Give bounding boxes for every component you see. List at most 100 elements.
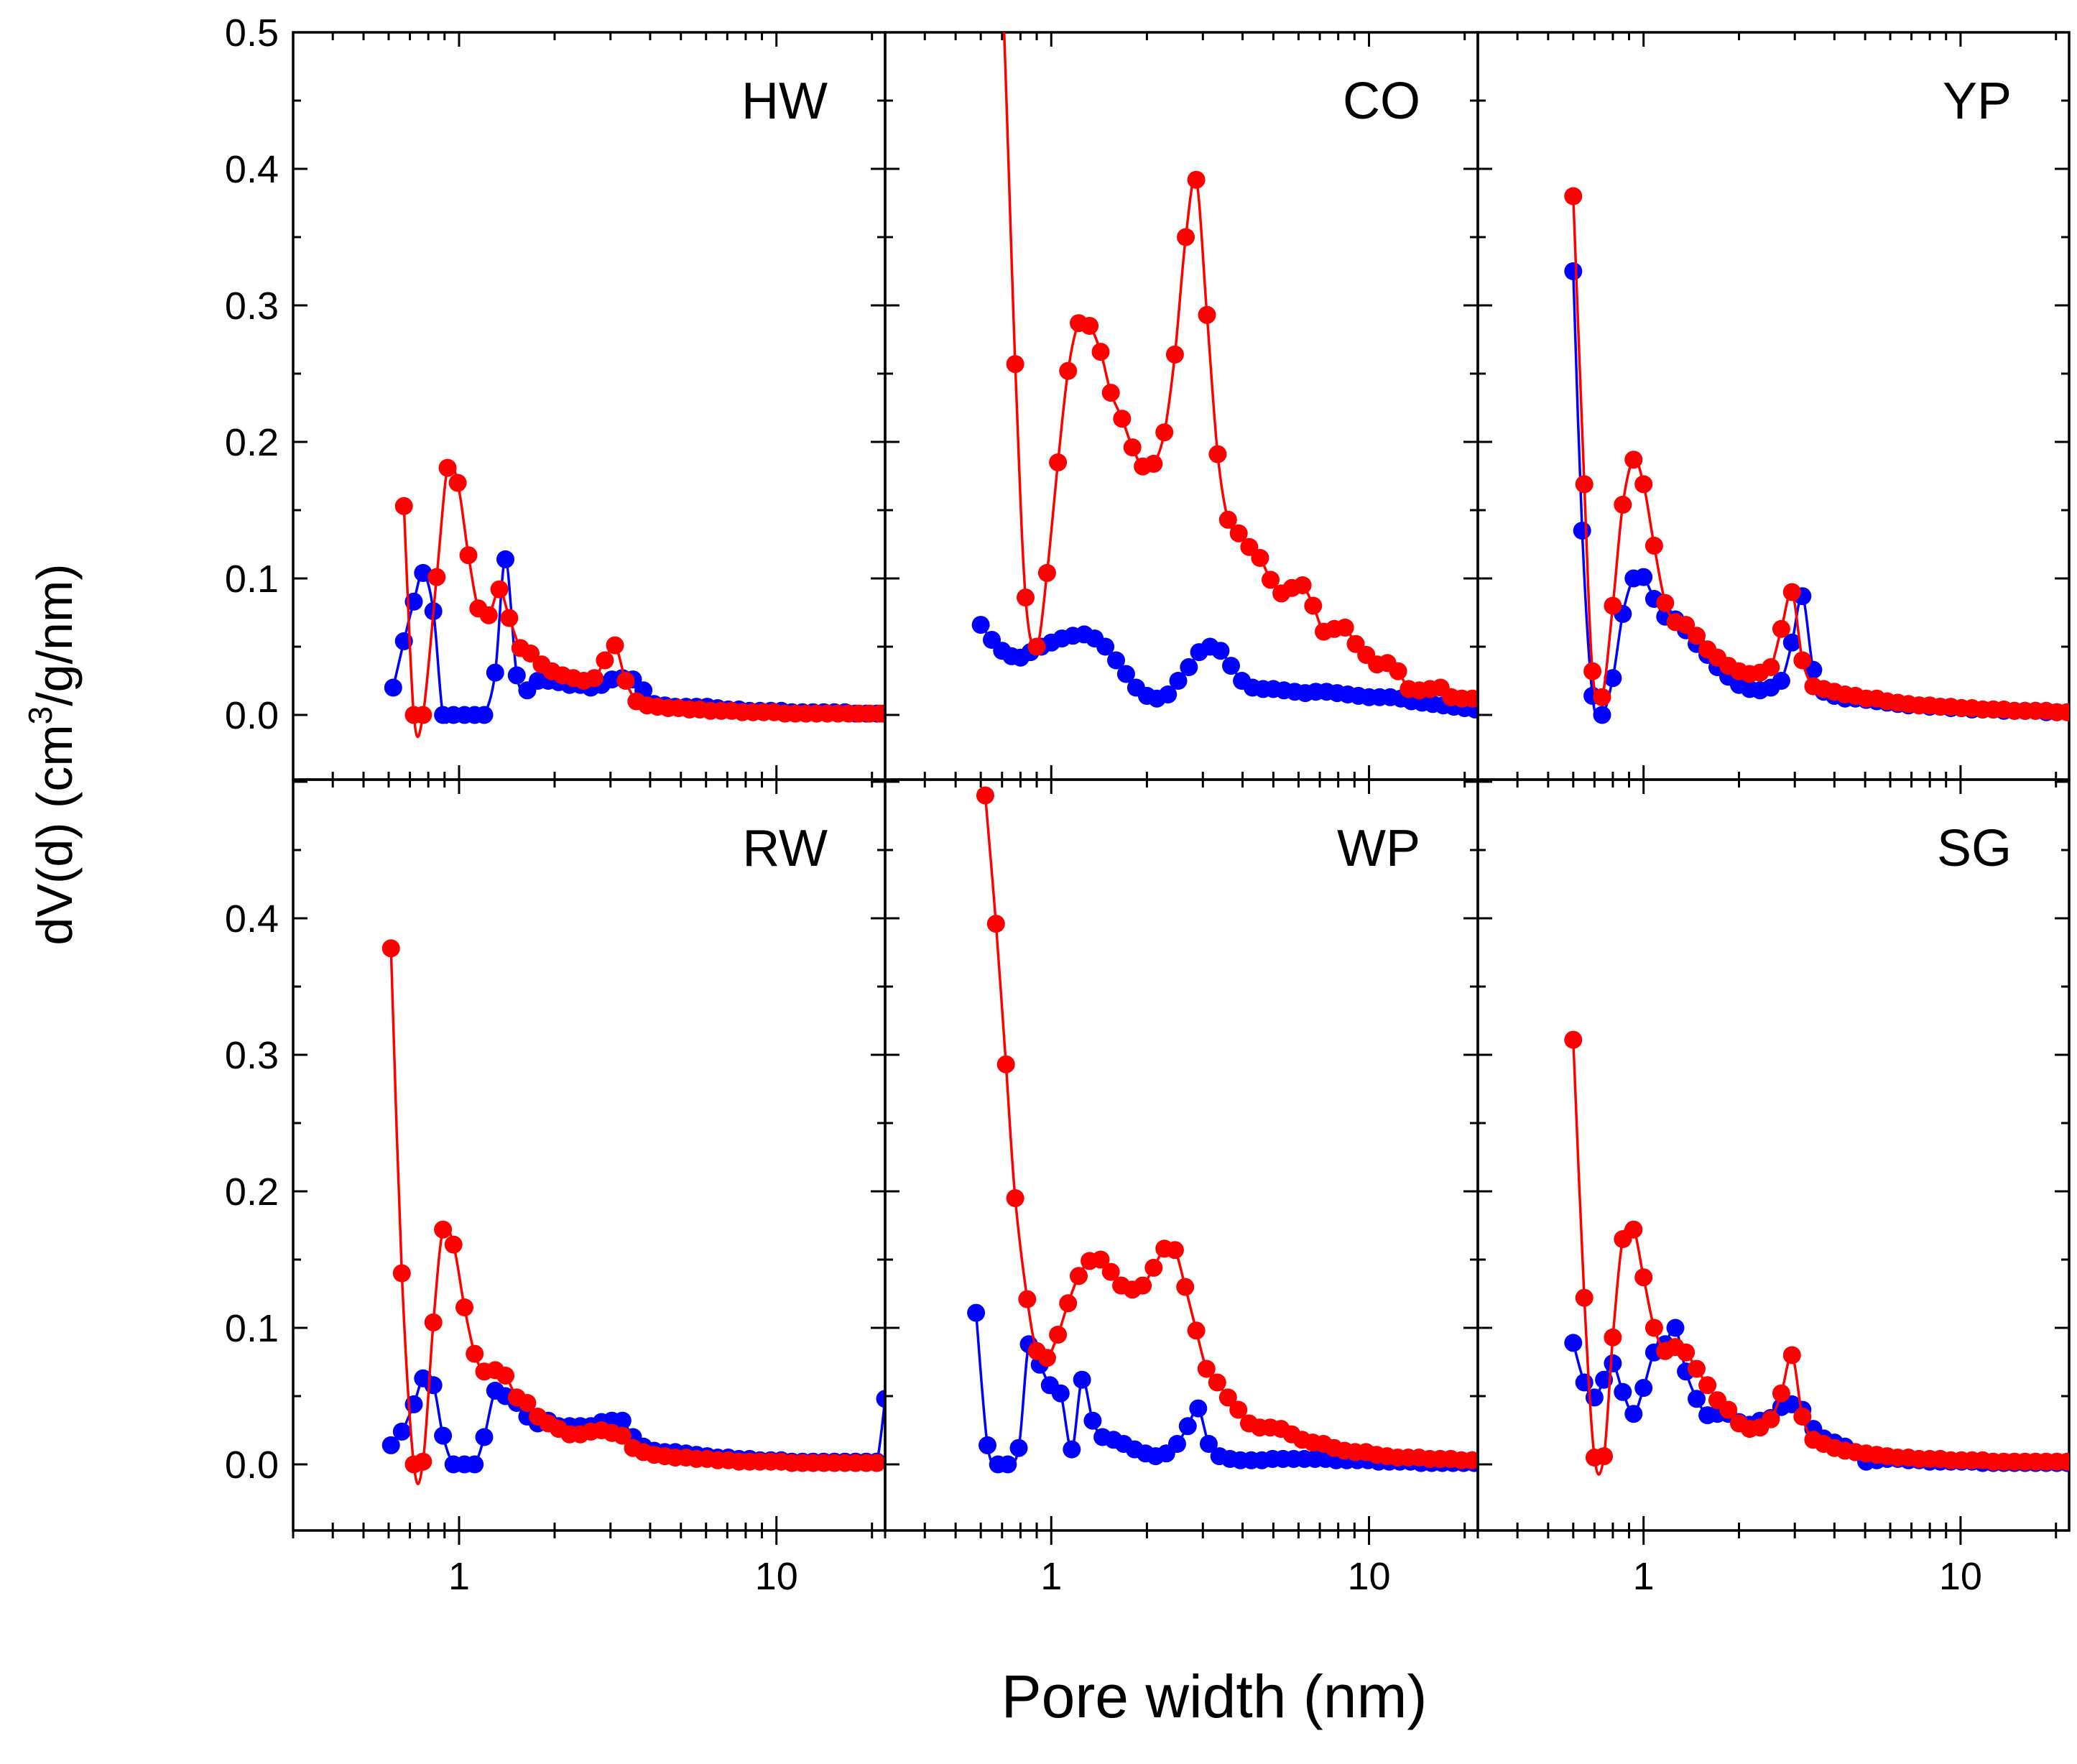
data-point-red bbox=[613, 1426, 632, 1445]
data-point-blue bbox=[1159, 685, 1178, 703]
data-point-red bbox=[1336, 618, 1354, 637]
data-point-red bbox=[1134, 1276, 1152, 1295]
data-point-red bbox=[466, 1344, 484, 1363]
data-point-red bbox=[500, 609, 519, 627]
data-point-red bbox=[1027, 637, 1046, 656]
data-point-red bbox=[1604, 596, 1622, 615]
data-point-red bbox=[1463, 689, 1478, 708]
y-tick-label: 0.2 bbox=[225, 421, 279, 464]
y-axis-label-sup: 3 bbox=[22, 706, 59, 725]
data-point-red bbox=[986, 915, 1005, 933]
data-point-blue bbox=[434, 1426, 453, 1445]
data-point-red bbox=[1123, 438, 1142, 457]
data-point-blue bbox=[1096, 637, 1115, 656]
x-tick-label: 10 bbox=[1939, 1555, 1982, 1598]
data-point-blue bbox=[486, 663, 504, 682]
x-tick-label: 1 bbox=[448, 1555, 470, 1598]
data-point-red bbox=[1262, 571, 1280, 589]
data-point-red bbox=[394, 497, 413, 515]
data-point-red bbox=[1575, 475, 1593, 494]
data-point-red bbox=[1656, 594, 1675, 612]
data-point-red bbox=[1564, 1030, 1583, 1049]
y-tick-label: 0.4 bbox=[225, 897, 279, 941]
y-axis-label-pre: dV(d) (cm bbox=[27, 724, 83, 945]
data-point-red bbox=[1719, 1400, 1738, 1419]
data-point-red bbox=[1762, 658, 1780, 676]
data-point-red bbox=[518, 1394, 537, 1412]
data-point-blue bbox=[1189, 1399, 1208, 1418]
x-tick-label: 10 bbox=[755, 1555, 798, 1598]
data-point-red bbox=[1049, 1326, 1068, 1344]
data-point-blue bbox=[1063, 1440, 1081, 1459]
data-point-red bbox=[1037, 563, 1056, 582]
data-point-red bbox=[1187, 1321, 1206, 1340]
data-point-red bbox=[1017, 588, 1035, 607]
data-point-blue bbox=[1199, 1435, 1218, 1453]
data-point-red bbox=[1018, 1290, 1037, 1308]
y-tick-label: 0.0 bbox=[225, 1444, 279, 1487]
x-tick-label: 1 bbox=[1040, 1555, 1062, 1598]
data-point-red bbox=[427, 568, 446, 586]
panel-sg: 1 10 SG bbox=[1476, 778, 2071, 1598]
data-point-red bbox=[1091, 343, 1110, 361]
data-point-blue bbox=[414, 563, 432, 582]
plot-area bbox=[381, 939, 885, 1485]
data-point-blue bbox=[1575, 1373, 1593, 1392]
data-point-red bbox=[1113, 410, 1132, 428]
x-axis-label: Pore width (nm) bbox=[1002, 1663, 1428, 1730]
axes-labels-group: dV(d) (cm3/g/nm) Pore width (nm) bbox=[22, 563, 1427, 1730]
y-tick-label: 0.0 bbox=[225, 694, 279, 737]
series-line-red bbox=[1572, 1040, 2068, 1476]
y-tick-label: 0.3 bbox=[225, 1034, 279, 1077]
data-point-red bbox=[1304, 596, 1323, 615]
data-point-red bbox=[1634, 475, 1653, 494]
data-point-blue bbox=[1604, 669, 1622, 688]
data-point-blue bbox=[1180, 658, 1198, 676]
data-point-red bbox=[444, 1235, 463, 1254]
data-point-red bbox=[434, 1220, 453, 1239]
y-tick-label: 0.1 bbox=[225, 558, 279, 601]
data-point-blue bbox=[1222, 657, 1240, 675]
data-point-red bbox=[1645, 1319, 1663, 1337]
plot-area bbox=[971, 32, 1478, 719]
data-point-red bbox=[1793, 1408, 1812, 1426]
data-point-red bbox=[479, 606, 498, 624]
data-point-red bbox=[1177, 228, 1195, 246]
data-point-red bbox=[1144, 1258, 1163, 1277]
data-point-red bbox=[1165, 1241, 1184, 1260]
data-point-blue bbox=[475, 706, 494, 724]
data-point-red bbox=[871, 704, 885, 723]
data-point-red bbox=[1091, 1250, 1110, 1269]
data-point-red bbox=[1604, 1328, 1622, 1347]
data-point-red bbox=[1583, 662, 1602, 680]
data-point-red bbox=[867, 1454, 885, 1472]
data-point-red bbox=[1049, 453, 1068, 471]
data-point-red bbox=[1198, 305, 1216, 324]
data-point-red bbox=[1645, 536, 1663, 555]
data-point-blue bbox=[1564, 262, 1583, 280]
data-point-blue bbox=[1009, 1439, 1028, 1457]
plot-area bbox=[384, 458, 885, 738]
plot-area bbox=[967, 786, 1478, 1474]
data-point-red bbox=[1782, 1346, 1801, 1364]
data-point-blue bbox=[1116, 665, 1135, 683]
data-point-red bbox=[1155, 423, 1174, 442]
data-point-blue bbox=[876, 1390, 885, 1408]
panel-yp: YP bbox=[1476, 31, 2071, 781]
data-point-red bbox=[448, 474, 467, 492]
data-point-blue bbox=[1772, 672, 1790, 690]
panel-label: SG bbox=[1937, 820, 2012, 877]
data-point-red bbox=[596, 651, 614, 670]
data-point-blue bbox=[979, 1436, 996, 1454]
data-point-blue bbox=[1073, 1370, 1091, 1389]
data-point-red bbox=[1218, 1388, 1237, 1407]
data-point-red bbox=[1793, 651, 1812, 670]
data-point-blue bbox=[971, 616, 990, 634]
data-point-red bbox=[1624, 451, 1643, 469]
panel-label: HW bbox=[741, 73, 828, 130]
data-point-red bbox=[1101, 1262, 1120, 1281]
data-point-red bbox=[1634, 1268, 1653, 1287]
panel-wp: 1 10 WP bbox=[884, 778, 1479, 1598]
data-point-red bbox=[438, 458, 457, 477]
